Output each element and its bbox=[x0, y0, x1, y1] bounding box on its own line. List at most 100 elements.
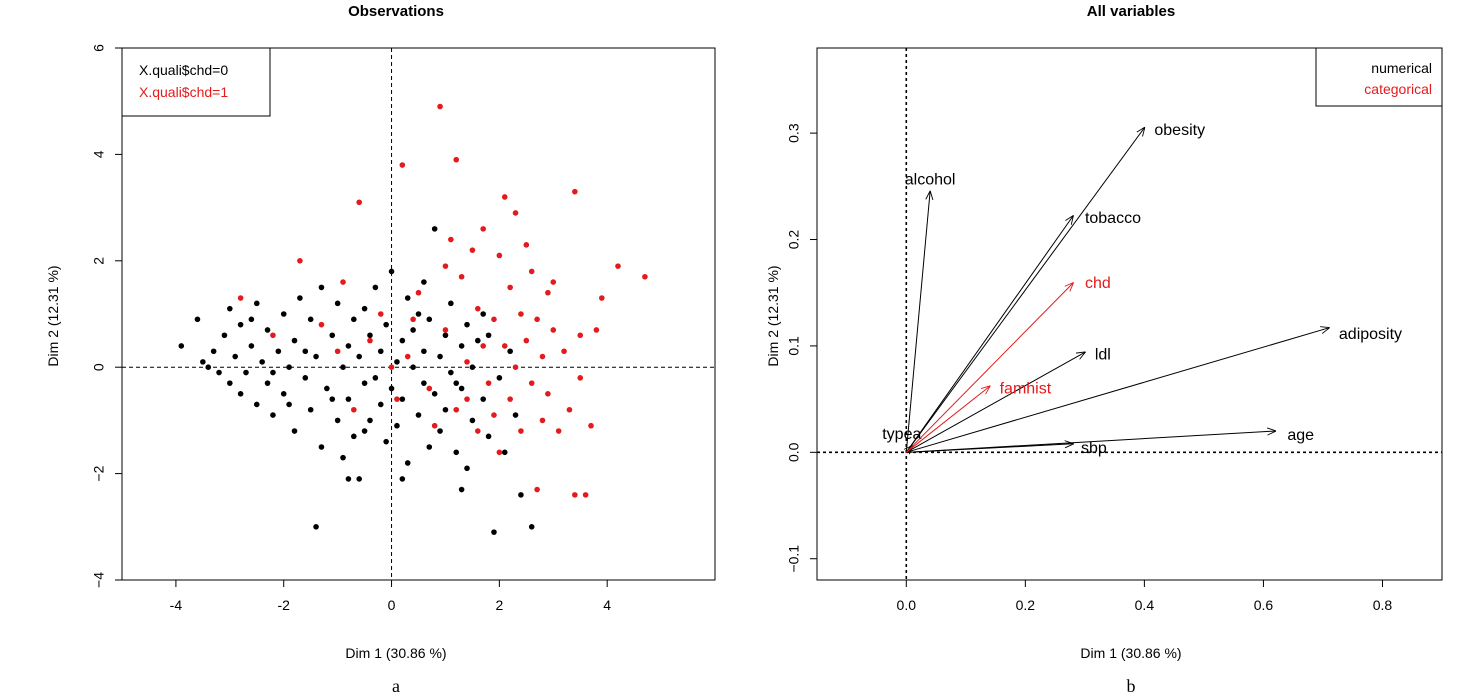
panel-a-point-s1-18 bbox=[458, 273, 465, 280]
panel-a-point-s0-40 bbox=[345, 396, 352, 402]
panel-a-legend-entry-0: X.quali$chd=0 bbox=[139, 62, 228, 78]
panel-b-x-tick-label-1: 0.2 bbox=[1016, 597, 1036, 613]
panel-a-point-s0-91 bbox=[496, 375, 503, 381]
panel-a-point-s0-42 bbox=[351, 433, 357, 440]
panel-a-y-tick-label-2: 0 bbox=[91, 363, 107, 371]
panel-a-point-s0-69 bbox=[426, 444, 433, 450]
panel-a-point-s1-30 bbox=[507, 284, 513, 291]
panel-a-point-s1-69 bbox=[491, 412, 497, 418]
panel-a-point-s0-82 bbox=[464, 321, 470, 328]
panel-a-point-s1-1 bbox=[270, 332, 276, 339]
panel-a-reference-lines bbox=[122, 48, 715, 580]
panel-a-point-s1-10 bbox=[404, 353, 411, 360]
panel-a-point-s1-25 bbox=[491, 316, 497, 323]
panel-a-point-s0-63 bbox=[410, 364, 416, 371]
panel-b-label-typea: typea bbox=[882, 426, 921, 443]
panel-a-point-s1-32 bbox=[512, 210, 519, 216]
panel-a-point-s0-52 bbox=[377, 348, 384, 355]
panel-a-point-s0-58 bbox=[394, 422, 400, 429]
panel-a-x-axis-label: Dim 1 (30.86 %) bbox=[345, 645, 446, 661]
panel-a-point-s0-87 bbox=[480, 396, 486, 402]
panel-b-label-chd: chd bbox=[1085, 275, 1111, 292]
panel-a-point-s0-27 bbox=[302, 375, 309, 381]
panel-a-point-s1-5 bbox=[356, 199, 363, 206]
panel-a-point-s0-29 bbox=[307, 406, 314, 413]
panel-b-arrow-chd bbox=[905, 283, 1073, 453]
panel-a-legend-entry-1: X.quali$chd=1 bbox=[139, 84, 228, 100]
panel-a-title: Observations bbox=[348, 3, 444, 20]
panel-a-point-s0-61 bbox=[404, 295, 411, 301]
panel-a-x-tick-label-3: 2 bbox=[495, 597, 503, 613]
panel-a-x-tick-label-0: -4 bbox=[170, 597, 183, 613]
panel-a-legend: X.quali$chd=0 X.quali$chd=1 bbox=[121, 47, 271, 117]
panel-a-point-s0-3 bbox=[205, 364, 212, 371]
panel-a-point-s1-68 bbox=[480, 343, 486, 349]
panel-a-point-s1-12 bbox=[426, 385, 433, 392]
panel-a-x-tick-label-2: 0 bbox=[388, 597, 396, 613]
panel-a-point-s0-109 bbox=[485, 332, 492, 339]
panel-a-point-s1-66 bbox=[442, 263, 449, 269]
panel-a-point-s1-29 bbox=[501, 343, 508, 349]
panel-b-reference-lines bbox=[817, 48, 1442, 580]
panel-b-legend: numerical categorical bbox=[1315, 47, 1443, 107]
panel-a-point-s1-51 bbox=[572, 188, 578, 195]
panel-a-point-s0-47 bbox=[367, 332, 373, 339]
panel-b-arrow-obesity bbox=[905, 128, 1144, 453]
panel-a-point-s0-14 bbox=[253, 401, 260, 408]
panel-a-point-s0-23 bbox=[286, 364, 292, 371]
panel-a-point-s0-5 bbox=[216, 369, 222, 376]
panel-a-point-s1-31 bbox=[507, 396, 513, 402]
panel-a-point-s1-35 bbox=[518, 428, 524, 434]
panel-a-point-s1-22 bbox=[475, 305, 481, 312]
panel-a-y-tick-label-3: 2 bbox=[91, 257, 107, 265]
panel-b-arrow-alcohol bbox=[905, 192, 930, 453]
panel-a-point-s1-4 bbox=[340, 279, 346, 285]
panel-a-point-s1-63 bbox=[394, 396, 400, 402]
panel-a-point-s1-11 bbox=[415, 289, 422, 296]
panel-b-y-ticks: −0.1 0.0 0.1 0.2 0.3 bbox=[786, 123, 817, 573]
panel-b-x-tick-label-0: 0.0 bbox=[897, 597, 917, 613]
panel-a-point-s1-37 bbox=[523, 337, 530, 344]
panel-a-point-s0-55 bbox=[388, 385, 395, 392]
panel-a-y-axis-label: Dim 2 (12.31 %) bbox=[45, 265, 61, 366]
panel-a-point-s0-106 bbox=[399, 476, 406, 482]
panel-a-point-s1-15 bbox=[448, 236, 454, 243]
panel-a-point-s0-9 bbox=[232, 353, 239, 360]
panel-a-point-s1-24 bbox=[485, 380, 492, 386]
panel-a-point-s0-1 bbox=[194, 316, 201, 323]
panel-a-point-s0-4 bbox=[210, 348, 217, 355]
panel-b-label-obesity: obesity bbox=[1154, 122, 1205, 139]
panel-a-point-s0-11 bbox=[237, 321, 244, 328]
panel-b-arrow-sbp bbox=[906, 444, 1073, 453]
panel-a-y-tick-label-0: −4 bbox=[91, 572, 107, 588]
panel-a-point-s1-34 bbox=[518, 311, 524, 317]
panel-b-label-tobacco: tobacco bbox=[1085, 210, 1141, 227]
panel-a-point-s0-94 bbox=[512, 412, 519, 418]
panel-a-point-s0-49 bbox=[372, 375, 379, 381]
panel-a-point-s0-70 bbox=[426, 316, 433, 323]
panel-a-point-s1-7 bbox=[377, 311, 384, 317]
panel-a-point-s0-64 bbox=[410, 327, 416, 333]
panel-a-point-s1-43 bbox=[539, 417, 546, 424]
panel-a-point-s0-108 bbox=[453, 380, 460, 386]
panel-a-point-s0-43 bbox=[356, 353, 363, 360]
panel-b-arrow-tobacco bbox=[905, 216, 1073, 453]
panel-a-point-s0-34 bbox=[329, 332, 336, 339]
panel-a-point-s1-65 bbox=[431, 422, 438, 429]
panel-b-legend-entry-0: numerical bbox=[1371, 60, 1432, 76]
panel-a-point-s0-0 bbox=[178, 343, 185, 349]
panel-a-point-s0-76 bbox=[442, 406, 449, 413]
panel-b-label-adiposity: adiposity bbox=[1339, 326, 1402, 343]
panel-a-point-s1-36 bbox=[523, 242, 530, 248]
panel-a-point-s0-105 bbox=[361, 428, 368, 434]
panel-a-point-s0-101 bbox=[270, 369, 276, 376]
panel-a-point-s0-50 bbox=[372, 284, 379, 291]
panel-a-point-s1-23 bbox=[480, 226, 486, 232]
panel-a-point-s0-65 bbox=[415, 412, 422, 418]
panel-b-all-variables: All variables obesity alcohol tobacco adipo… bbox=[765, 3, 1443, 696]
panel-a-point-s0-45 bbox=[361, 305, 368, 312]
panel-a-point-s0-59 bbox=[399, 337, 406, 344]
panel-a-point-s0-22 bbox=[280, 391, 287, 397]
panel-a-point-s1-49 bbox=[561, 348, 567, 355]
panel-a-point-s1-38 bbox=[528, 380, 535, 386]
